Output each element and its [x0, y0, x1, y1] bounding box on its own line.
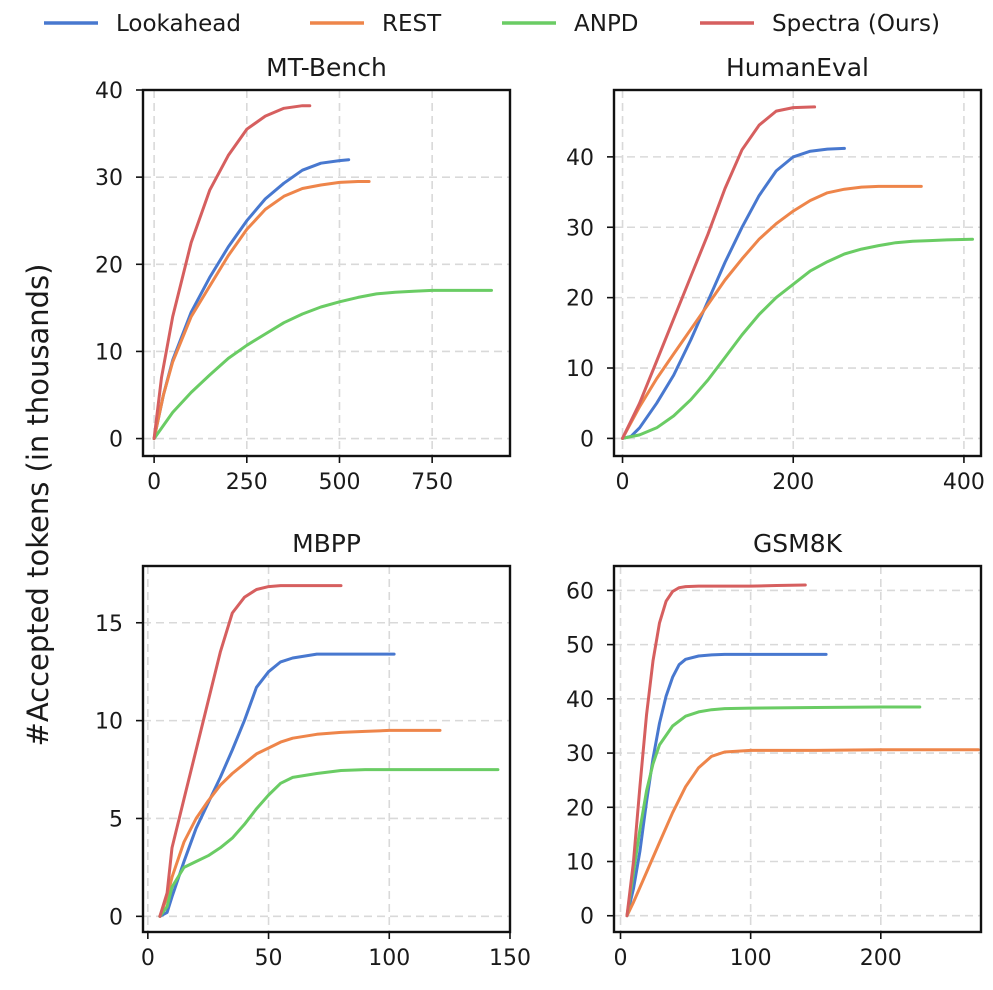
legend-label-rest: REST: [382, 11, 442, 37]
y-tick-label: 40: [566, 688, 594, 713]
y-tick-label: 60: [566, 579, 594, 604]
x-tick-label: 250: [226, 470, 268, 495]
y-tick-label: 40: [566, 146, 594, 171]
y-tick-label: 30: [566, 742, 594, 767]
panel-mbpp: MBPP 0 50 100 150 0 5 10 15: [95, 529, 531, 971]
panel-mt-bench: MT-Bench 0 250 500 750 0 10 20 30 40: [95, 53, 512, 495]
y-tick-label: 15: [95, 612, 123, 637]
y-tick-label: 0: [109, 428, 123, 453]
y-tick-label: 10: [566, 357, 594, 382]
plot-frame: [612, 88, 983, 458]
y-axis-label: #Accepted tokens (in thousands): [21, 264, 55, 747]
y-tick-label: 20: [566, 796, 594, 821]
x-tick-label: 0: [147, 470, 161, 495]
y-tick-label: 20: [566, 287, 594, 312]
legend-entry-lookahead: Lookahead: [44, 11, 241, 37]
panel-title: HumanEval: [726, 53, 869, 82]
x-tick-label: 50: [255, 946, 283, 971]
series-line-lookahead: [621, 146, 846, 440]
series-line-anpd: [158, 768, 500, 918]
panel-title: MT-Bench: [266, 53, 387, 82]
y-tick-label: 30: [566, 216, 594, 241]
panel-humaneval: HumanEval 0 200 400 0 10 20 30 40: [566, 53, 985, 495]
y-tick-label: 0: [109, 905, 123, 930]
legend-label-lookahead: Lookahead: [116, 11, 241, 37]
legend-entry-spectra: Spectra (Ours): [700, 11, 940, 37]
y-tick-label: 0: [580, 905, 594, 930]
series-line-rest: [158, 728, 442, 918]
series-line-spectra-ours: [152, 104, 312, 441]
legend-label-spectra: Spectra (Ours): [772, 11, 940, 37]
x-tick-label: 0: [614, 946, 628, 971]
legend: Lookahead REST ANPD Spectra (Ours): [44, 11, 940, 37]
plot-frame: [141, 88, 512, 458]
x-tick-label: 750: [411, 470, 453, 495]
series-line-anpd: [625, 705, 922, 918]
y-tick-label: 10: [566, 851, 594, 876]
y-tick-label: 10: [95, 340, 123, 365]
y-tick-label: 40: [95, 79, 123, 104]
y-tick-label: 5: [109, 807, 123, 832]
series-line-rest: [621, 184, 923, 440]
legend-entry-anpd: ANPD: [502, 11, 639, 37]
y-tick-label: 10: [95, 710, 123, 735]
y-tick-label: 0: [580, 427, 594, 452]
series-line-lookahead: [625, 652, 828, 918]
series-line-spectra-ours: [158, 584, 343, 918]
x-tick-label: 100: [368, 946, 410, 971]
series-line-spectra-ours: [625, 583, 807, 918]
x-tick-label: 150: [489, 946, 531, 971]
plot-frame: [141, 564, 512, 934]
series-line-anpd: [621, 237, 974, 440]
legend-label-anpd: ANPD: [574, 11, 639, 37]
x-tick-label: 500: [318, 470, 360, 495]
series-line-rest: [625, 748, 980, 918]
legend-entry-rest: REST: [310, 11, 442, 37]
x-tick-label: 100: [730, 946, 772, 971]
x-tick-label: 200: [772, 470, 814, 495]
y-tick-label: 50: [566, 634, 594, 659]
series-line-rest: [152, 180, 371, 441]
panel-title: GSM8K: [753, 529, 843, 558]
panel-gsm8k: GSM8K 0 100 200 0 10 20 30 40 50 60: [566, 529, 983, 971]
x-tick-label: 400: [943, 470, 985, 495]
y-tick-label: 20: [95, 253, 123, 278]
series-line-spectra-ours: [621, 105, 817, 440]
x-tick-label: 0: [141, 946, 155, 971]
plot-frame: [612, 564, 983, 934]
x-tick-label: 0: [616, 470, 630, 495]
series-line-lookahead: [152, 158, 351, 441]
panel-title: MBPP: [292, 529, 361, 558]
x-tick-label: 200: [860, 946, 902, 971]
y-tick-label: 30: [95, 166, 123, 191]
series-line-anpd: [152, 288, 493, 441]
